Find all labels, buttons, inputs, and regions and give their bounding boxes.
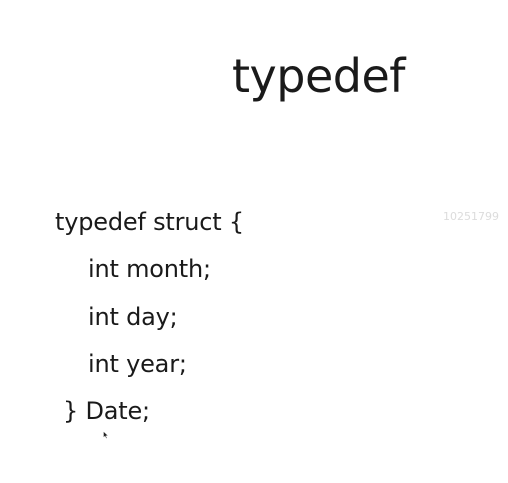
mouse-pointer-icon: [103, 431, 109, 439]
code-line-struct-close: } Date;: [63, 397, 150, 425]
code-line-year: int year;: [88, 350, 187, 378]
code-line-month: int month;: [88, 255, 211, 283]
code-line-struct-open: typedef struct {: [55, 208, 244, 236]
watermark-text: 10251799: [443, 210, 499, 223]
code-line-day: int day;: [88, 303, 178, 331]
slide-title: typedef: [232, 49, 405, 103]
